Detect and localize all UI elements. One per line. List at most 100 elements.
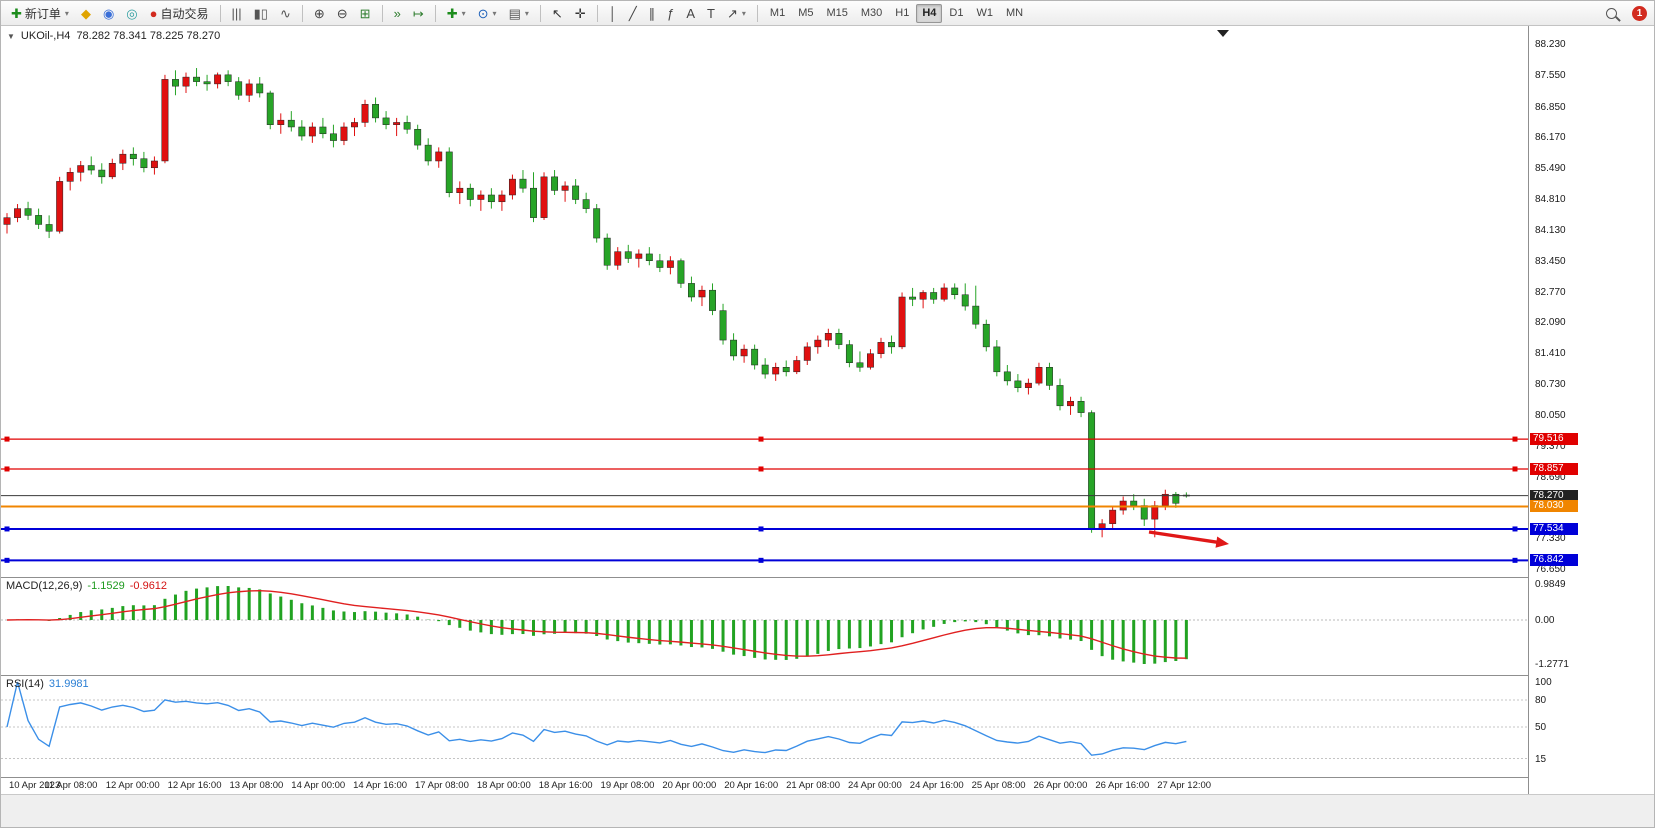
time-axis[interactable]: 10 Apr 2023 11 Apr 08:00 12 Apr 00:00 12 Ap… bbox=[1, 778, 1528, 794]
candle bbox=[203, 81, 211, 85]
hline-76.842[interactable] bbox=[1, 557, 1528, 563]
arrows-icon: ↗ bbox=[727, 5, 738, 21]
panel-separator[interactable] bbox=[1, 675, 1654, 676]
tile-windows-button[interactable]: ⊞ bbox=[355, 3, 376, 23]
timeframe-m30[interactable]: M30 bbox=[855, 4, 888, 23]
bar-chart-icon: ||| bbox=[231, 5, 242, 21]
auto-scroll-button[interactable]: » bbox=[389, 3, 406, 23]
timeframe-h1[interactable]: H1 bbox=[889, 4, 915, 23]
candle bbox=[56, 181, 64, 232]
line-handle bbox=[1512, 436, 1518, 442]
chart-shift-marker[interactable] bbox=[1217, 30, 1229, 37]
arrow-annotation[interactable] bbox=[1148, 530, 1229, 548]
candle bbox=[540, 176, 548, 218]
timeframe-m1[interactable]: M1 bbox=[764, 4, 791, 23]
mql-button[interactable]: ◆ bbox=[76, 3, 96, 23]
candle bbox=[940, 287, 948, 300]
price-scale-label: 79.370 bbox=[1535, 440, 1566, 452]
price-scale-label: 80.730 bbox=[1535, 379, 1566, 391]
channel-icon: ∥ bbox=[648, 5, 656, 21]
bar-chart-button[interactable]: ||| bbox=[227, 3, 247, 23]
period-button[interactable]: ⊙ ▾ bbox=[473, 3, 502, 23]
macd-label: MACD(12,26,9) -1.1529 -0.9612 bbox=[6, 580, 168, 592]
candle bbox=[361, 104, 369, 123]
panel-separator[interactable] bbox=[1, 577, 1654, 578]
channel-button[interactable]: ∥ bbox=[644, 3, 661, 23]
zoom-in-button[interactable]: ⊕ bbox=[309, 3, 330, 23]
macd-scale-label: 0.00 bbox=[1535, 615, 1555, 626]
line-chart-icon: ∿ bbox=[279, 5, 291, 21]
community-button[interactable]: ◉ bbox=[98, 3, 119, 23]
zoom-out-button[interactable]: ⊖ bbox=[332, 3, 353, 23]
timeframe-mn[interactable]: MN bbox=[1000, 4, 1029, 23]
candle bbox=[403, 122, 411, 130]
rsi-value: 31.9981 bbox=[48, 678, 89, 690]
candle bbox=[382, 117, 390, 125]
candle bbox=[287, 119, 295, 128]
new-order-button[interactable]: ✚ 新订单 ▾ bbox=[6, 3, 74, 23]
chart-shift-button[interactable]: ↦ bbox=[408, 3, 429, 23]
price-scale-label: 86.170 bbox=[1535, 132, 1566, 144]
trendline-button[interactable]: ╱ bbox=[624, 3, 642, 23]
candle bbox=[772, 367, 780, 375]
macd-chart[interactable] bbox=[1, 578, 1528, 675]
timeframe-w1[interactable]: W1 bbox=[970, 4, 999, 23]
candle bbox=[951, 287, 959, 295]
candlestick-chart-button[interactable]: ▮▯ bbox=[249, 3, 273, 23]
toolbar-separator bbox=[381, 4, 383, 22]
timeframe-d1[interactable]: D1 bbox=[943, 4, 969, 23]
main-chart-panel[interactable]: ▼ UKOil-,H4 78.282 78.341 78.225 78.270 bbox=[1, 26, 1528, 577]
timeframe-h4[interactable]: H4 bbox=[916, 3, 943, 23]
text-button[interactable]: A bbox=[681, 3, 700, 23]
autotrade-button[interactable]: ● 自动交易 bbox=[145, 3, 214, 23]
candle bbox=[245, 83, 253, 96]
toolbar-separator bbox=[301, 4, 303, 22]
candle bbox=[688, 283, 695, 298]
hline-78.857[interactable] bbox=[1, 466, 1528, 472]
candle bbox=[77, 165, 85, 173]
candlestick-chart[interactable] bbox=[1, 26, 1528, 577]
hline-79.516[interactable] bbox=[1, 436, 1528, 442]
cursor-icon: ↖ bbox=[551, 5, 563, 21]
candlestick-chart-icon: ▮▯ bbox=[253, 5, 268, 21]
chart-shift-icon: ↦ bbox=[412, 5, 424, 21]
rsi-line bbox=[6, 681, 1187, 756]
vertical-line-button[interactable]: │ bbox=[604, 3, 622, 23]
new-chart-button[interactable]: ✚ ▾ bbox=[442, 3, 471, 23]
candle bbox=[656, 260, 664, 268]
arrows-button[interactable]: ↗ ▾ bbox=[722, 3, 751, 23]
crosshair-button[interactable]: ✛ bbox=[570, 3, 591, 23]
candle bbox=[1003, 371, 1011, 382]
price-scale-label: 82.770 bbox=[1535, 286, 1566, 298]
template-button[interactable]: ▤ ▾ bbox=[504, 3, 534, 23]
price-scale-label: 77.330 bbox=[1535, 533, 1566, 545]
candle bbox=[466, 187, 474, 200]
candle bbox=[1109, 509, 1117, 524]
price-scale[interactable]: 88.230 87.550 86.850 86.170 85.490 84.810 84.1… bbox=[1529, 26, 1654, 794]
timeframe-m15[interactable]: M15 bbox=[820, 4, 853, 23]
macd-panel[interactable]: MACD(12,26,9) -1.1529 -0.9612 bbox=[1, 578, 1528, 675]
price-scale-label: 83.450 bbox=[1535, 255, 1566, 267]
cursor-button[interactable]: ↖ bbox=[547, 3, 568, 23]
time-axis-label: 14 Apr 16:00 bbox=[353, 780, 408, 791]
label-button[interactable]: T bbox=[702, 3, 720, 23]
globe-button[interactable]: ◎ bbox=[121, 3, 142, 23]
notification-badge[interactable]: 1 bbox=[1632, 5, 1647, 21]
time-axis-label: 24 Apr 16:00 bbox=[909, 780, 964, 791]
candle bbox=[930, 292, 938, 300]
line-handle bbox=[1512, 466, 1518, 472]
candle bbox=[814, 339, 822, 348]
search-button[interactable] bbox=[1601, 3, 1622, 23]
hline-77.534[interactable] bbox=[1, 526, 1528, 532]
fibonacci-button[interactable]: ƒ bbox=[662, 3, 679, 23]
line-handle bbox=[758, 557, 764, 563]
candle bbox=[888, 342, 895, 348]
candle bbox=[898, 296, 906, 348]
rsi-chart[interactable] bbox=[1, 676, 1528, 777]
timeframe-m5[interactable]: M5 bbox=[792, 4, 819, 23]
chart-collapse-icon[interactable]: ▼ bbox=[7, 31, 15, 41]
chart-symbol-label: UKOil-,H4 bbox=[20, 30, 71, 42]
rsi-panel[interactable]: RSI(14) 31.9981 bbox=[1, 676, 1528, 777]
line-chart-button[interactable]: ∿ bbox=[275, 3, 296, 23]
toolbar-separator bbox=[539, 4, 541, 22]
